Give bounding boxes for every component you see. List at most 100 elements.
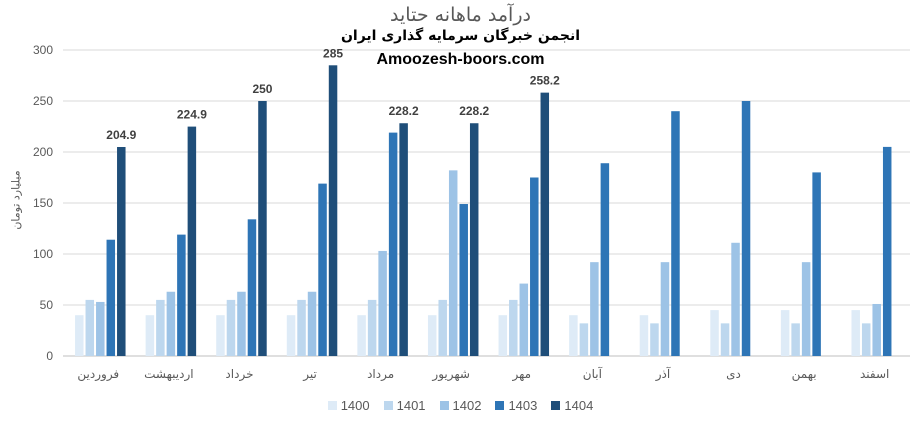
legend-item-1403: 1403 (495, 398, 537, 413)
bar-1403 (459, 204, 468, 356)
bar-1403 (671, 111, 680, 356)
legend-swatch (495, 401, 505, 410)
bar-1400 (780, 310, 790, 356)
bar-1400 (498, 315, 508, 356)
bar-1401 (226, 299, 236, 356)
legend-label: 1402 (452, 398, 482, 413)
legend-item-1401: 1401 (383, 398, 426, 413)
bar-chart: 0 50 100 150 200 250 300 204.9 فروردین 224.9 اردیب… (33, 43, 910, 382)
bar-1402 (801, 262, 811, 356)
bar-1403 (600, 163, 610, 356)
bar-1402 (590, 262, 599, 356)
x-tick-label: تیر (302, 367, 317, 382)
bar-1402 (307, 291, 317, 356)
legend-item-1400: 1400 (327, 398, 370, 413)
x-tick-label: آبان (583, 366, 603, 381)
x-tick-label: خرداد (225, 367, 253, 382)
y-tick-label: 250 (33, 94, 53, 108)
data-label: 285 (323, 46, 343, 60)
y-tick-label: 0 (46, 349, 53, 363)
bar-1402 (872, 303, 881, 356)
x-tick-label: بهمن (792, 367, 817, 382)
chart-source: Amoozesh-boors.com (376, 51, 545, 68)
x-tick-label: اردیبهشت (144, 367, 193, 382)
bar-1401 (861, 323, 871, 356)
data-label: 224.9 (177, 108, 207, 122)
bar-1402 (448, 170, 458, 356)
bar-1403 (388, 132, 398, 356)
bar-1403 (741, 101, 751, 356)
legend-swatch (327, 401, 337, 410)
bar-1404 (469, 123, 479, 357)
bar-1400 (851, 310, 860, 356)
y-tick-label: 200 (33, 145, 53, 159)
data-label: 228.2 (459, 104, 489, 118)
bar-1401 (156, 299, 165, 356)
bar-1401 (720, 323, 730, 356)
x-tick-label: اسفند (860, 367, 889, 381)
bar-1403 (882, 146, 892, 356)
legend-swatch (439, 401, 449, 410)
y-tick-label: 150 (33, 196, 53, 210)
bar-1404 (328, 65, 338, 357)
bar-1402 (237, 291, 246, 356)
bar-1401 (297, 299, 306, 356)
bar-1401 (438, 299, 447, 356)
legend-label: 1404 (564, 398, 594, 413)
x-tick-label: دی (726, 367, 741, 381)
legend-label: 1401 (396, 398, 426, 413)
x-tick-label: مهر (511, 367, 531, 382)
x-tick-label: آذر (655, 366, 671, 382)
bar-1404 (117, 147, 126, 356)
bar-1401 (85, 299, 95, 356)
legend-item-1402: 1402 (439, 398, 482, 413)
bar-1400 (286, 315, 296, 356)
bar-1402 (96, 301, 105, 356)
bar-1401 (579, 323, 589, 356)
chart-title: درآمد ماهانه حتاید (390, 4, 531, 26)
bar-1400 (216, 315, 225, 356)
bar-1400 (145, 315, 155, 356)
y-tick-label: 100 (33, 247, 53, 261)
legend-swatch (551, 401, 561, 410)
bar-1401 (791, 323, 800, 356)
bar-1403 (247, 219, 257, 356)
y-tick-label: 300 (33, 43, 53, 57)
bar-1403 (177, 234, 186, 356)
data-label: 250 (252, 82, 272, 96)
bar-1403 (530, 177, 539, 356)
x-tick-label: شهریور (431, 367, 470, 382)
bar-1402 (166, 291, 176, 356)
bar-1403 (318, 183, 327, 356)
legend-label: 1400 (340, 398, 370, 413)
bar-1400 (569, 315, 578, 356)
bar-1400 (710, 310, 719, 356)
bar-1401 (650, 323, 659, 356)
bar-1402 (378, 250, 387, 356)
bar-1400 (357, 315, 366, 356)
bar-1403 (812, 172, 821, 356)
y-tick-label: 50 (40, 298, 54, 312)
bar-1402 (660, 262, 670, 356)
bar-1404 (399, 123, 408, 357)
bar-1403 (106, 239, 116, 356)
legend-swatch (383, 401, 393, 410)
x-tick-label: مرداد (367, 367, 394, 382)
bar-1404 (258, 101, 267, 356)
chart-subtitle: انجمن خبرگان سرمایه گذاری ایران (340, 28, 581, 44)
data-label: 258.2 (530, 74, 560, 88)
bar-1404 (540, 92, 550, 357)
bar-1400 (639, 315, 649, 356)
bar-1401 (367, 299, 377, 356)
data-label: 204.9 (106, 128, 136, 142)
x-tick-label: فروردین (77, 367, 119, 382)
bar-1404 (187, 126, 197, 357)
data-label: 228.2 (389, 104, 419, 118)
bar-1400 (427, 315, 437, 356)
bar-1402 (519, 283, 529, 356)
bar-1400 (75, 315, 84, 356)
legend-item-1404: 1404 (551, 398, 593, 413)
bar-1401 (509, 299, 518, 356)
legend-label: 1403 (508, 398, 538, 413)
legend: 1400 1401 1402 1403 1404 (0, 398, 921, 413)
